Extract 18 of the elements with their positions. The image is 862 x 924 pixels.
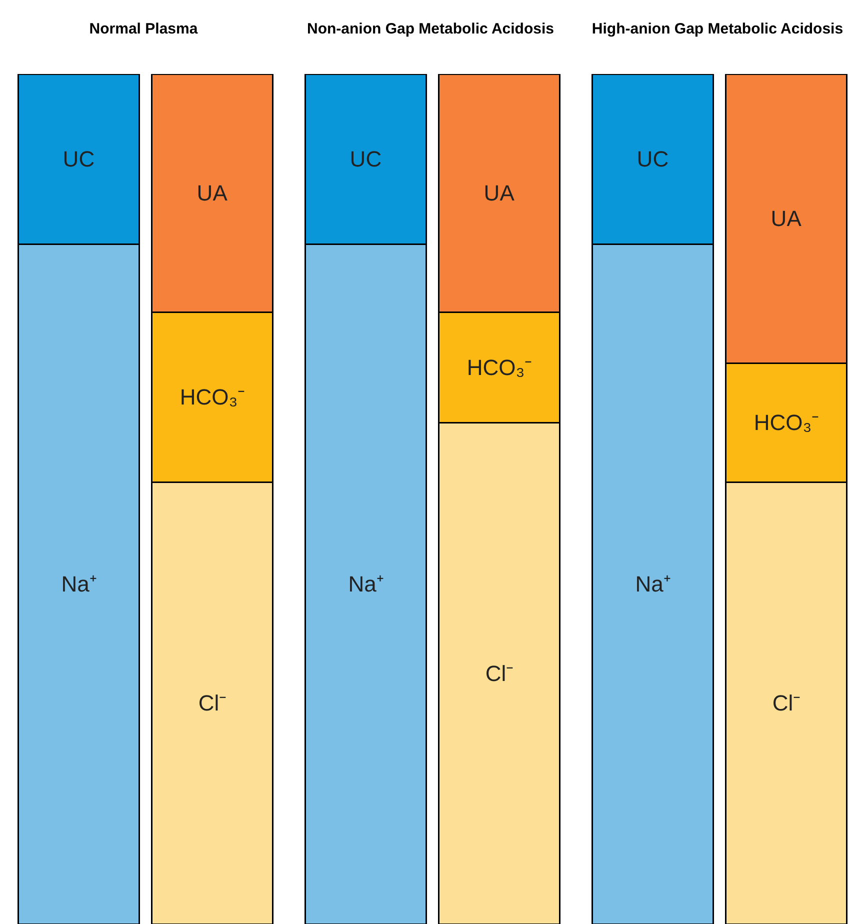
series-label: UA <box>484 180 515 206</box>
series-label: UC <box>62 146 95 172</box>
series-label: HCO₃⁻ <box>180 384 245 410</box>
series-label: Na⁺ <box>61 572 96 596</box>
chart-title: Non-anion Gap Metabolic Acidosis <box>307 20 554 38</box>
series-label: UA <box>196 180 228 206</box>
series-label: Cl⁻ <box>485 660 514 686</box>
series-label: Na⁺ <box>635 572 670 596</box>
chart-title: High-anion Gap Metabolic Acidosis <box>592 20 844 38</box>
series-label: Na⁺ <box>348 572 384 596</box>
series-label: UC <box>350 146 382 172</box>
series-label: UA <box>770 206 802 231</box>
series-label: UC <box>636 146 669 172</box>
series-label: Cl⁻ <box>198 690 226 716</box>
series-label: HCO₃⁻ <box>466 354 532 380</box>
chart-title: Normal Plasma <box>89 20 198 38</box>
series-label: HCO₃⁻ <box>754 410 819 435</box>
series-label: Cl⁻ <box>772 690 800 716</box>
